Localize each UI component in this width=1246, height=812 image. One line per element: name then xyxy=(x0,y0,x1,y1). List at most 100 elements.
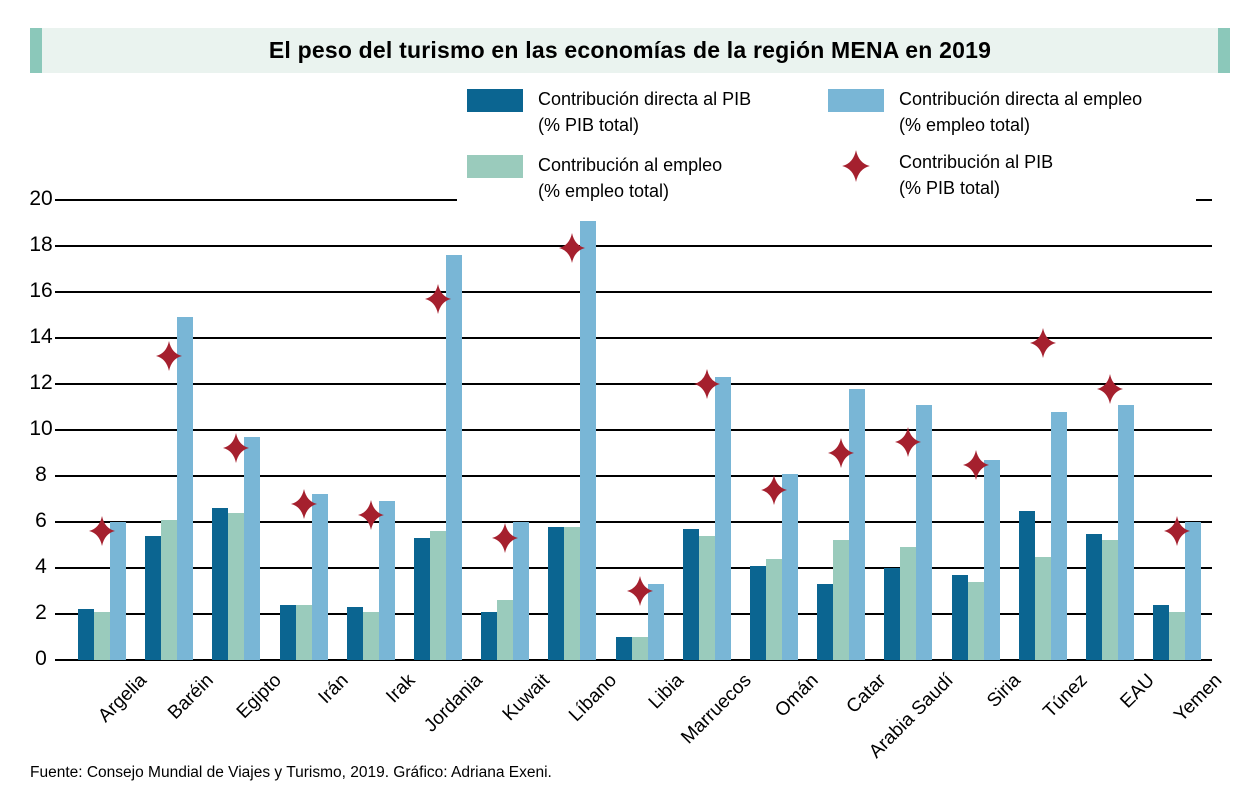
x-axis-label-siria: Siria xyxy=(982,670,1025,712)
bar-contribucion-directa-al-empleo-empleo-total-libia xyxy=(647,584,664,660)
source-note: Fuente: Consejo Mundial de Viajes y Turi… xyxy=(30,764,552,781)
diamond-contribucion-al-pib-pib-total-egipto xyxy=(222,432,250,469)
bar-contribucion-directa-al-pib-pib-total-oman xyxy=(750,565,766,660)
diamond-icon xyxy=(1164,516,1191,547)
bar-contribucion-directa-al-empleo-empleo-total-argelia xyxy=(110,522,126,660)
x-axis-label-catar: Catar xyxy=(842,670,891,718)
legend-item-gdp: Contribución al PIB (% PIB total) xyxy=(828,149,1053,201)
diamond-icon xyxy=(357,500,384,531)
bar-contribucion-directa-al-pib-pib-total-eau xyxy=(1086,533,1102,660)
bar-contribucion-al-empleo-empleo-total-tunez xyxy=(1034,556,1051,660)
gridline-20 xyxy=(55,199,457,201)
y-axis-tick-label: 4 xyxy=(35,555,47,578)
y-axis-tick-label: 10 xyxy=(29,417,53,440)
bar-contribucion-al-empleo-empleo-total-eau xyxy=(1102,540,1118,660)
diamond-contribucion-al-pib-pib-total-arabia-saudi xyxy=(894,426,922,463)
gridline-10 xyxy=(55,429,1212,431)
legend-diamond-icon xyxy=(828,149,884,183)
bar-contribucion-directa-al-pib-pib-total-irak xyxy=(346,607,363,660)
legend-label-line1: Contribución al empleo xyxy=(538,155,723,175)
bar-contribucion-directa-al-pib-pib-total-kuwait xyxy=(481,611,498,660)
bar-contribucion-directa-al-pib-pib-total-argelia xyxy=(78,609,94,660)
gridline-6 xyxy=(55,521,1212,523)
bar-contribucion-al-empleo-empleo-total-argelia xyxy=(94,611,110,660)
y-axis-tick-label: 12 xyxy=(29,371,53,394)
bar-contribucion-directa-al-pib-pib-total-siria xyxy=(951,574,968,660)
bar-contribucion-directa-al-empleo-empleo-total-irak xyxy=(378,501,395,660)
gridline-16 xyxy=(55,291,1212,293)
legend-label-direct-employment: Contribución directa al empleo (% empleo… xyxy=(899,86,1142,138)
bar-contribucion-al-empleo-empleo-total-arabia-saudi xyxy=(900,547,917,660)
diamond-icon xyxy=(492,523,519,554)
title-accent-left xyxy=(30,28,42,73)
x-axis-label-jordania: Jordania xyxy=(420,670,487,737)
legend-label-line2: (% empleo total) xyxy=(538,181,670,201)
bar-contribucion-directa-al-pib-pib-total-libia xyxy=(615,637,632,660)
chart-title: El peso del turismo en las economías de … xyxy=(268,37,992,63)
bar-contribucion-directa-al-empleo-empleo-total-siria xyxy=(983,459,1000,660)
bar-contribucion-directa-al-empleo-empleo-total-iran xyxy=(311,494,328,660)
bar-contribucion-al-empleo-empleo-total-egipto xyxy=(228,512,245,660)
bar-contribucion-al-empleo-empleo-total-yemen xyxy=(1169,611,1186,660)
x-axis-label-yemen: Yemen xyxy=(1169,670,1227,727)
y-axis-tick-label: 20 xyxy=(29,187,53,210)
legend-label-employment: Contribución al empleo (% empleo total) xyxy=(538,152,722,204)
legend-label-line1: Contribución directa al empleo xyxy=(899,89,1143,109)
legend-item-direct-gdp: Contribución directa al PIB (% PIB total… xyxy=(467,86,751,138)
bar-contribucion-directa-al-pib-pib-total-tunez xyxy=(1018,510,1035,660)
legend-label-line2: (% PIB total) xyxy=(899,178,1001,198)
x-axis-label-egipto: Egipto xyxy=(232,670,286,723)
diamond-contribucion-al-pib-pib-total-barein xyxy=(155,340,183,377)
bar-contribucion-directa-al-pib-pib-total-egipto xyxy=(212,508,229,660)
diamond-icon xyxy=(1097,373,1123,404)
x-axis-label-irak: Irak xyxy=(382,670,420,708)
diamond-icon xyxy=(693,369,720,399)
bar-contribucion-al-empleo-empleo-total-marruecos xyxy=(698,535,715,660)
diamond-contribucion-al-pib-pib-total-jordania xyxy=(424,283,452,320)
diamond-contribucion-al-pib-pib-total-iran xyxy=(290,488,318,525)
diamond-contribucion-al-pib-pib-total-yemen xyxy=(1163,515,1191,552)
diamond-icon xyxy=(1029,327,1056,358)
diamond-contribucion-al-pib-pib-total-libano xyxy=(558,232,586,269)
y-axis-tick-label: 16 xyxy=(29,279,53,302)
bar-contribucion-directa-al-pib-pib-total-barein xyxy=(145,535,162,660)
diamond-icon xyxy=(559,233,586,264)
gridline-14 xyxy=(55,337,1212,339)
x-axis-label-oman: Omán xyxy=(771,670,823,722)
bar-contribucion-al-empleo-empleo-total-catar xyxy=(833,540,850,660)
x-axis-label-iran: Irán xyxy=(314,670,353,709)
legend-label-line2: (% PIB total) xyxy=(538,115,640,135)
gridline-0 xyxy=(55,659,1212,661)
x-axis-label-tunez: Túnez xyxy=(1039,670,1092,723)
diamond-contribucion-al-pib-pib-total-siria xyxy=(962,449,990,486)
diamond-contribucion-al-pib-pib-total-kuwait xyxy=(491,522,519,559)
diamond-contribucion-al-pib-pib-total-oman xyxy=(760,474,788,511)
bar-contribucion-al-empleo-empleo-total-libia xyxy=(631,637,648,660)
legend-item-employment: Contribución al empleo (% empleo total) xyxy=(467,152,722,204)
diamond-icon xyxy=(962,449,989,480)
bar-contribucion-directa-al-pib-pib-total-catar xyxy=(817,584,834,660)
y-axis-tick-label: 6 xyxy=(35,509,47,532)
legend-swatch-employment xyxy=(467,155,523,178)
x-axis-label-eau: EAU xyxy=(1116,670,1159,713)
y-axis-tick-label: 0 xyxy=(35,647,47,670)
bar-contribucion-directa-al-empleo-empleo-total-jordania xyxy=(446,255,462,660)
bar-contribucion-al-empleo-empleo-total-kuwait xyxy=(497,600,514,660)
legend-label-direct-gdp: Contribución directa al PIB (% PIB total… xyxy=(538,86,751,138)
bar-contribucion-directa-al-empleo-empleo-total-arabia-saudi xyxy=(916,404,933,660)
diamond-icon xyxy=(626,576,653,606)
y-axis-tick-label: 8 xyxy=(35,463,47,486)
diamond-contribucion-al-pib-pib-total-catar xyxy=(827,437,855,474)
bar-contribucion-directa-al-pib-pib-total-iran xyxy=(279,604,296,660)
legend-swatch-direct-employment xyxy=(828,89,884,112)
legend-label-line1: Contribución al PIB xyxy=(899,152,1054,172)
gridline-12 xyxy=(55,383,1212,385)
diamond-icon xyxy=(895,426,922,457)
diamond-contribucion-al-pib-pib-total-libia xyxy=(626,575,654,612)
diamond-icon xyxy=(223,433,250,464)
gridline-4 xyxy=(55,567,1212,569)
bar-contribucion-al-empleo-empleo-total-jordania xyxy=(430,531,446,660)
gridline-18 xyxy=(55,245,1212,247)
x-axis-label-argelia: Argelia xyxy=(94,670,151,727)
